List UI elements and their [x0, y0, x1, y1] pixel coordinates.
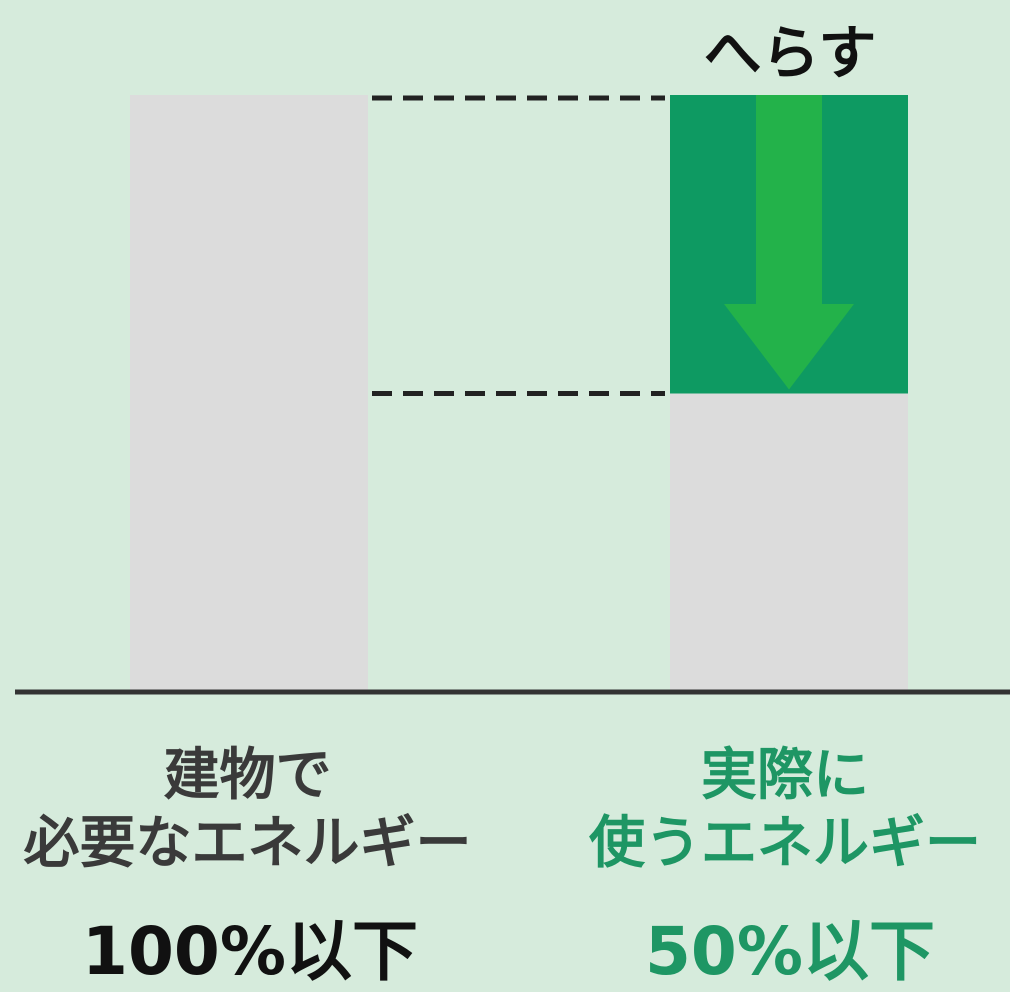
- bar-actual-energy: [670, 393, 908, 692]
- bars-layer: [130, 95, 908, 692]
- value-label-actual: 50%以下: [645, 913, 935, 990]
- category-label-line: 必要なエネルギー: [23, 811, 472, 876]
- category-label-line: 建物で: [163, 743, 332, 808]
- category-label-actual-energy: 実際に 使うエネルギー: [545, 742, 1010, 878]
- guides-layer: [372, 95, 665, 396]
- category-label-line: 使うエネルギー: [589, 811, 981, 876]
- bar-required-energy: [130, 95, 368, 692]
- reduction-annotation: へらす: [703, 19, 877, 87]
- category-label-line: 実際に: [701, 743, 869, 808]
- category-label-required-energy: 建物で 必要なエネルギー: [5, 742, 490, 878]
- value-label-required: 100%以下: [82, 913, 418, 990]
- arrow-layer: [724, 95, 854, 390]
- down-arrow-icon: [724, 95, 854, 390]
